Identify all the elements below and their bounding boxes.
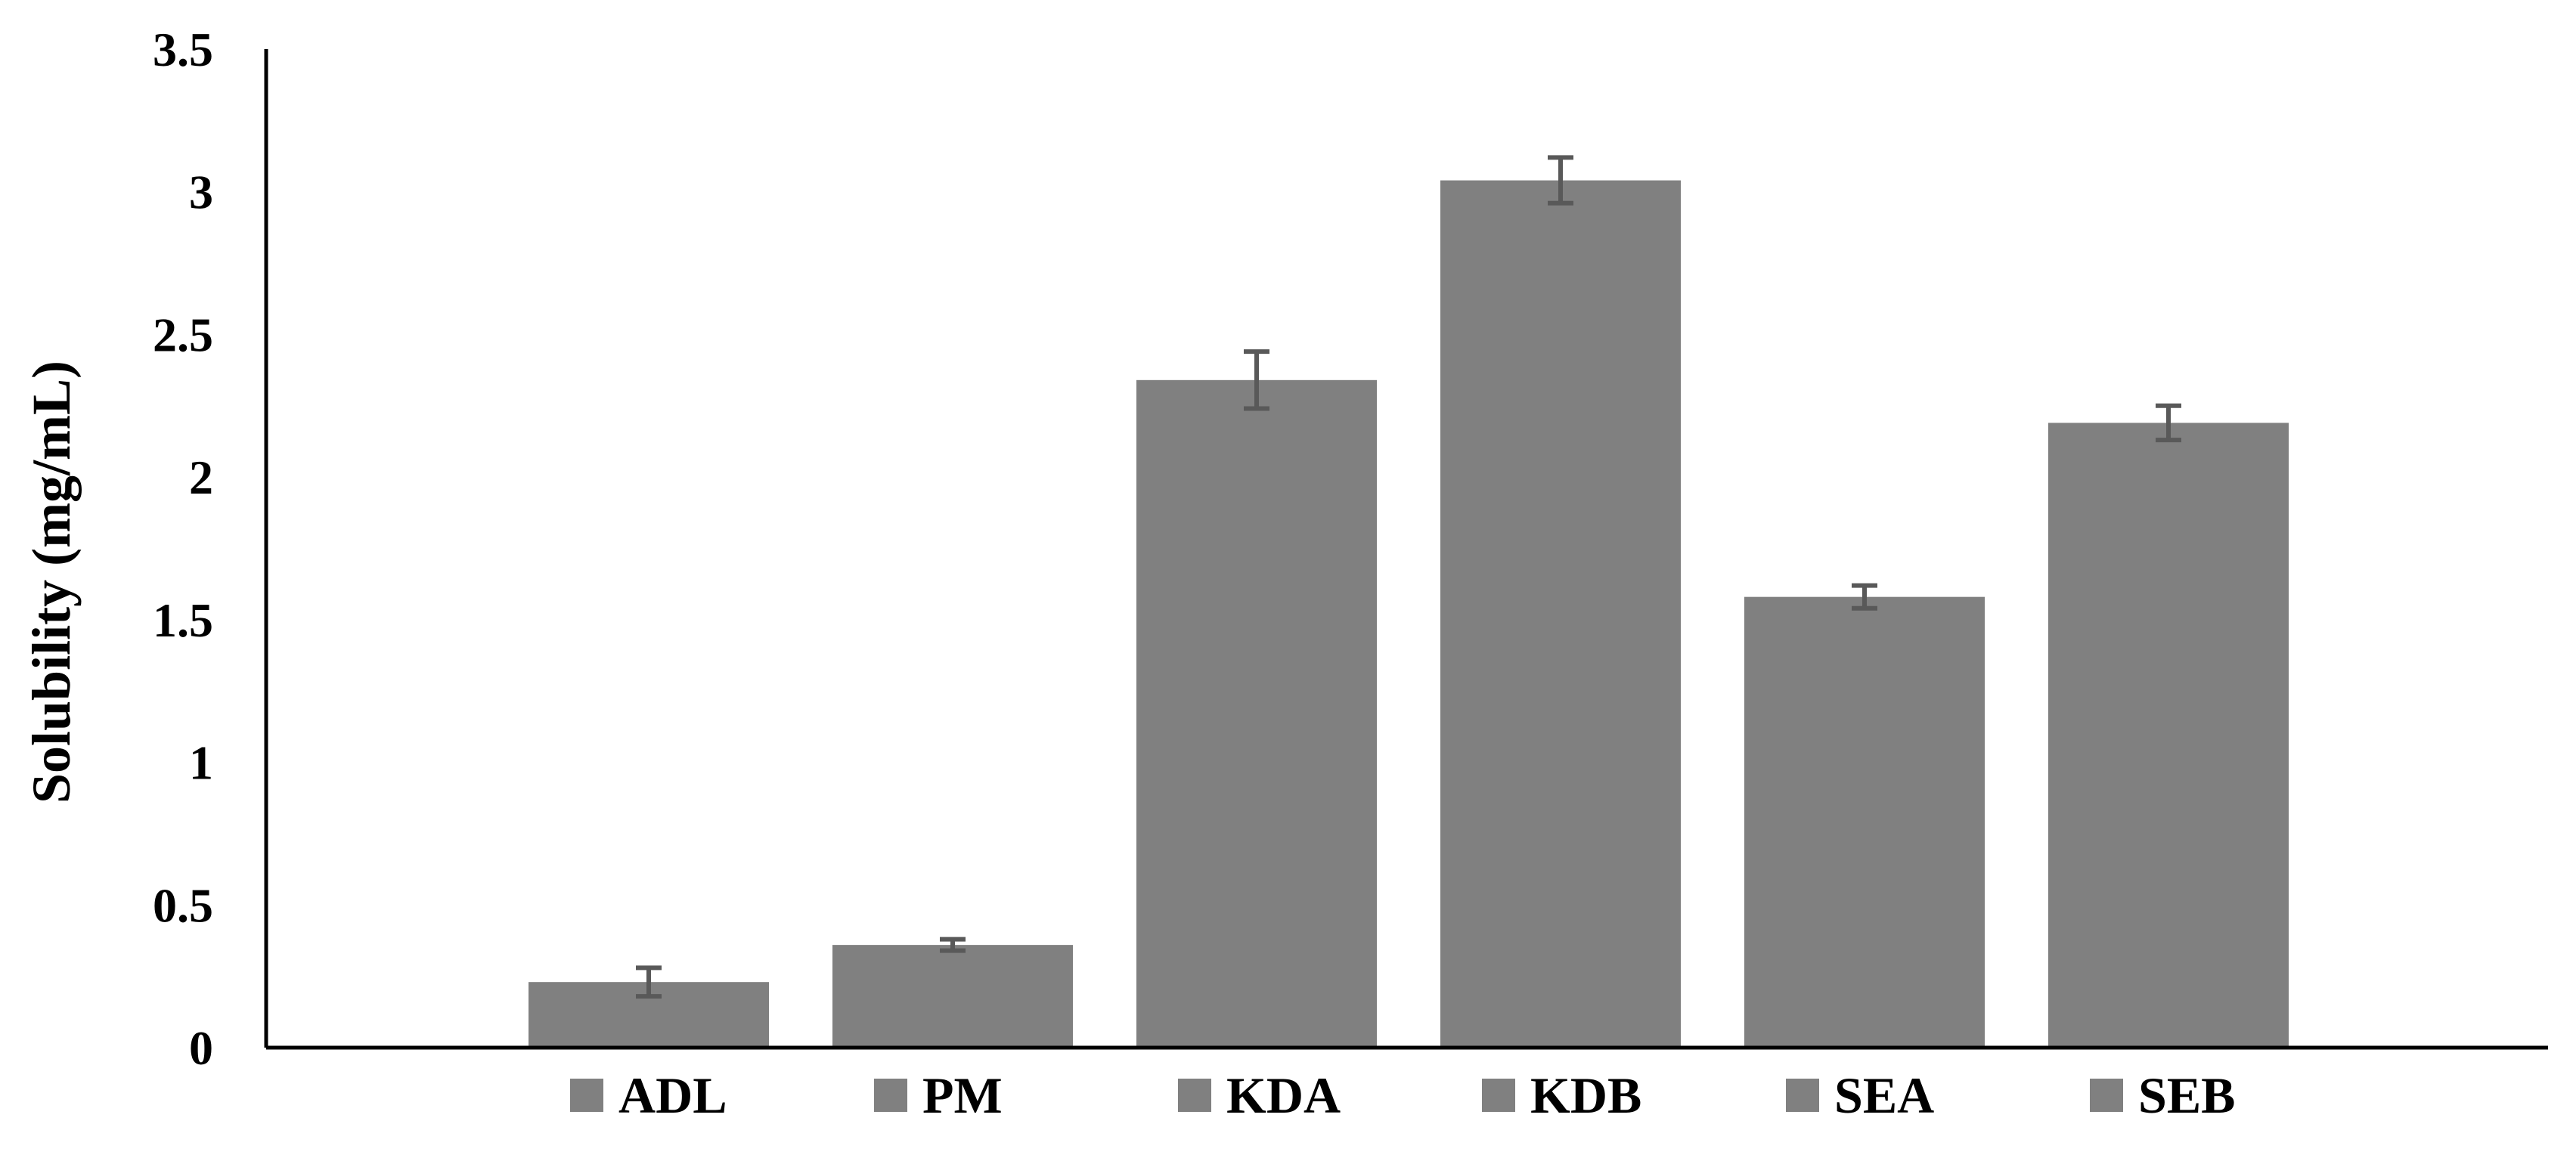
legend-swatch <box>1786 1079 1819 1112</box>
bar-kdb <box>1440 180 1681 1048</box>
legend-swatch <box>874 1079 907 1112</box>
legend-swatch <box>1178 1079 1211 1112</box>
y-tick-label: 0.5 <box>153 878 213 932</box>
legend-label: ADL <box>618 1067 727 1124</box>
bar-seb <box>2048 423 2289 1048</box>
legend-label: PM <box>922 1067 1003 1124</box>
legend-item-kda: KDA <box>1178 1067 1341 1124</box>
legend-item-pm: PM <box>874 1067 1003 1124</box>
y-tick-label: 3.5 <box>153 23 213 76</box>
error-bar-kda <box>1244 349 1269 411</box>
legend-swatch <box>1482 1079 1515 1112</box>
y-tick-label: 1.5 <box>153 593 213 647</box>
legend-swatch <box>2090 1079 2123 1112</box>
error-bar-adl <box>636 965 662 999</box>
legend-label: SEB <box>2138 1067 2236 1124</box>
legend-item-sea: SEA <box>1786 1067 1934 1124</box>
y-tick-label: 2.5 <box>153 308 213 361</box>
y-axis-title: Solubility (mg/mL) <box>21 361 82 803</box>
y-tick-label: 0 <box>189 1021 213 1075</box>
y-tick-label: 1 <box>189 736 213 790</box>
legend-item-kdb: KDB <box>1482 1067 1641 1124</box>
error-bar-pm <box>940 937 966 953</box>
error-bar-sea <box>1852 583 1877 611</box>
bars-group <box>529 180 2289 1048</box>
legend-label: KDB <box>1530 1067 1641 1124</box>
y-tick-label: 3 <box>189 166 213 219</box>
bar-sea <box>1744 596 1985 1048</box>
bar-pm <box>832 945 1073 1048</box>
error-bar-seb <box>2156 403 2181 443</box>
error-bar-kdb <box>1548 155 1573 206</box>
legend-item-seb: SEB <box>2090 1067 2236 1124</box>
bar-kda <box>1136 379 1377 1048</box>
legend-item-adl: ADL <box>570 1067 727 1124</box>
legend-label: SEA <box>1834 1067 1934 1124</box>
legend: ADL PM KDA KDB SEA SEB <box>570 1067 2236 1124</box>
legend-label: KDA <box>1226 1067 1341 1124</box>
error-bars-group <box>636 155 2181 999</box>
y-tick-label: 2 <box>189 451 213 504</box>
legend-swatch <box>570 1079 603 1112</box>
y-tick-labels: 0 0.5 1 1.5 2 2.5 3 3.5 <box>153 23 213 1075</box>
